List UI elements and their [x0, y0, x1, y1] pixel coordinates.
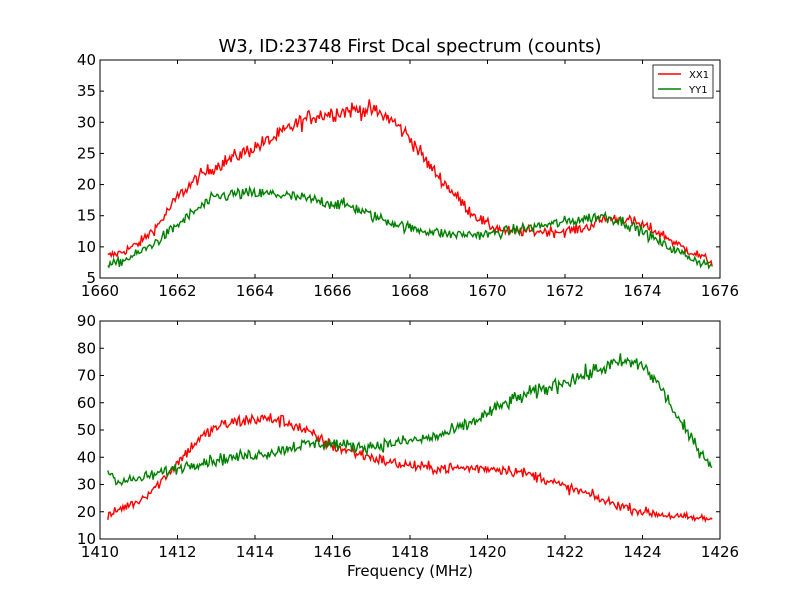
x-tick-label: 1668: [391, 282, 429, 300]
y-tick-label: 10: [77, 238, 96, 256]
x-tick-label: 1422: [546, 543, 584, 561]
y-tick-label: 20: [77, 176, 96, 194]
y-tick-label: 50: [77, 421, 96, 439]
y-tick-label: 60: [77, 394, 96, 412]
chart-panel-2: 1410 1412 1414 1416 1418 1420 1422 1424 1426 10 20…: [77, 312, 739, 580]
legend-box: [652, 64, 714, 99]
y-tick-label: 90: [77, 312, 96, 330]
y-tick-label: 5: [86, 269, 96, 287]
x-tick-label: 1424: [623, 543, 661, 561]
series-line-xx1-panel-2: [107, 413, 713, 524]
x-axis-label: Frequency (MHz): [347, 562, 473, 580]
chart-title: W3, ID:23748 First Dcal spectrum (counts…: [218, 36, 601, 57]
x-tick-label: 1418: [391, 543, 429, 561]
x-tick-label: 1426: [701, 543, 739, 561]
x-tick-label: 1676: [701, 282, 739, 300]
y-tick-label: 80: [77, 339, 96, 357]
series-line-yy1-panel-1: [107, 185, 713, 270]
y-tick-label: 70: [77, 367, 96, 385]
x-tick-label: 1664: [236, 282, 274, 300]
series-line-yy1-panel-2: [107, 353, 713, 487]
y-tick-label: 10: [77, 530, 96, 548]
y-tick-label: 30: [77, 476, 96, 494]
series-line-xx1-panel-1: [107, 99, 713, 267]
x-tick-label: 1410: [81, 543, 119, 561]
x-tick-label: 1412: [158, 543, 196, 561]
y-tick-label: 40: [77, 448, 96, 466]
legend-label-xx1: XX1: [689, 70, 709, 81]
x-tick-label: 1416: [313, 543, 351, 561]
legend-label-yy1: YY1: [688, 85, 708, 96]
axes-frame-panel-1: [99, 59, 721, 279]
x-tick-label: 1420: [468, 543, 506, 561]
y-tick-label: 40: [77, 51, 96, 69]
y-tick-label: 35: [77, 82, 96, 100]
x-tick-label: 1670: [468, 282, 506, 300]
x-tick-label: 1662: [158, 282, 196, 300]
x-tick-label: 1674: [623, 282, 661, 300]
x-tick-label: 1672: [546, 282, 584, 300]
y-tick-label: 30: [77, 113, 96, 131]
x-tick-label: 1666: [313, 282, 351, 300]
chart-panel-1: 1660 1662 1664 1666 1668 1670 1672 1674 1676 5 10 1…: [77, 36, 739, 300]
x-tick-label: 1414: [236, 543, 274, 561]
y-tick-label: 15: [77, 207, 96, 225]
y-tick-label: 20: [77, 503, 96, 521]
x-tick-label: 1660: [81, 282, 119, 300]
y-tick-label: 25: [77, 144, 96, 162]
